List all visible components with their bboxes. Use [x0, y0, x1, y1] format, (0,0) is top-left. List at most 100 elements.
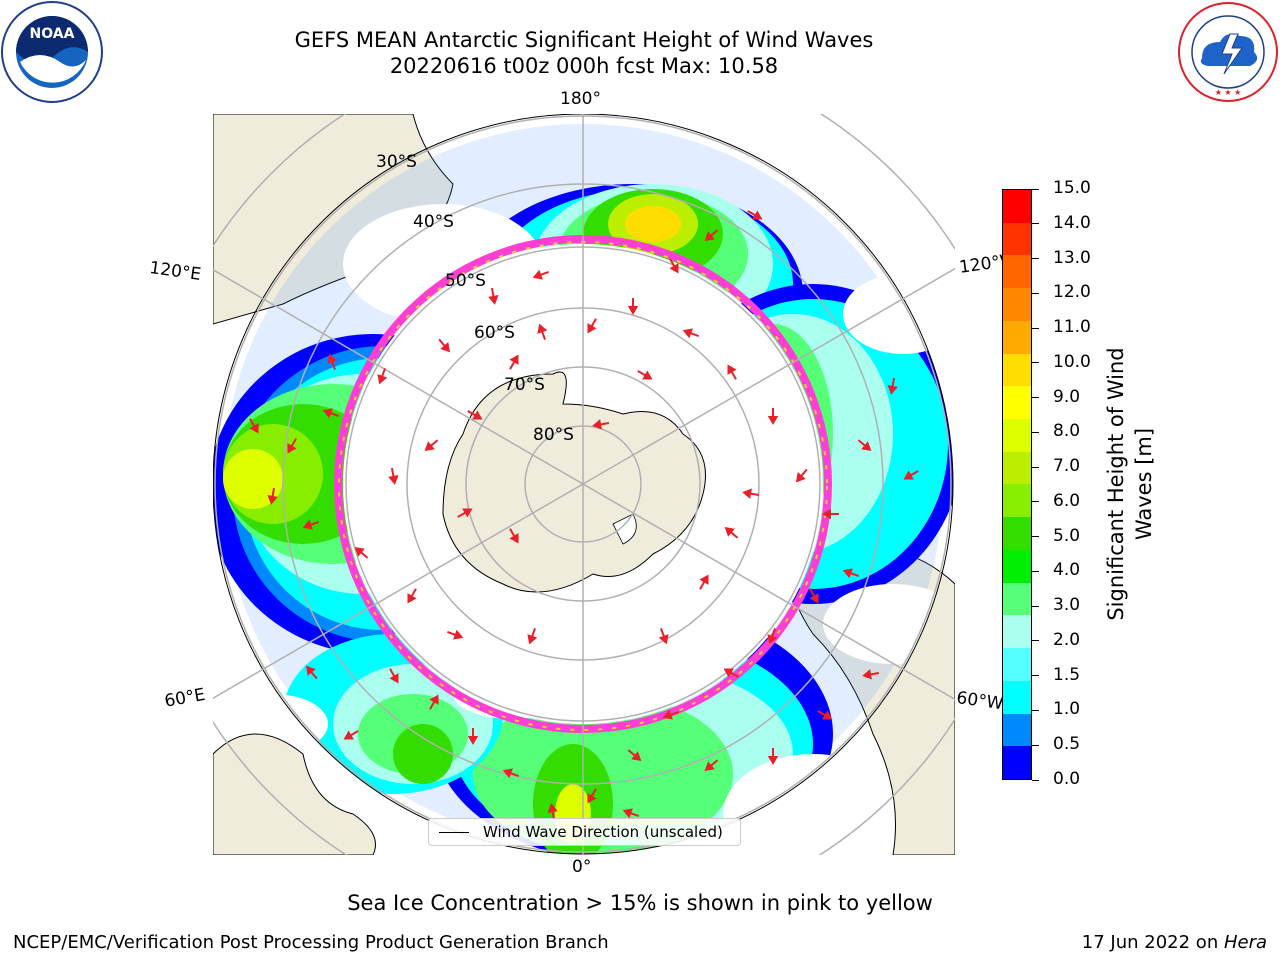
- wind-arrow-icon: [322, 408, 339, 419]
- lon-label-60e: 60°E: [163, 684, 207, 712]
- wind-arrow-icon: [727, 364, 737, 380]
- wind-arrow-icon: [592, 419, 610, 430]
- wind-arrow-icon: [767, 408, 779, 425]
- colorbar-segment: [1003, 615, 1031, 649]
- colorbar-tick-mark: [1032, 501, 1039, 503]
- colorbar-tick-mark: [1032, 327, 1039, 329]
- wind-arrow-icon: [305, 665, 318, 680]
- colorbar-segment: [1003, 353, 1031, 387]
- colorbar-tick-label: 1.5: [1053, 664, 1081, 685]
- colorbar-segment: [1003, 648, 1031, 681]
- wind-arrow-icon: [767, 748, 779, 765]
- lon-label-0: 0°: [572, 857, 592, 877]
- colorbar-tick-mark: [1032, 223, 1039, 225]
- colorbar-segment: [1003, 320, 1031, 354]
- wind-arrow-icon: [822, 508, 839, 520]
- wind-arrow-icon: [377, 368, 388, 385]
- colorbar-segment: [1003, 386, 1031, 420]
- wind-arrow-icon: [809, 588, 819, 604]
- wind-arrow-icon: [682, 328, 699, 339]
- lat-label-60s: 60°S: [474, 323, 515, 343]
- wind-arrow-icon: [509, 528, 519, 544]
- map-legend: Wind Wave Direction (unscaled): [428, 818, 741, 846]
- wind-arrow-icon: [527, 628, 538, 645]
- legend-label: Wind Wave Direction (unscaled): [483, 823, 723, 841]
- wind-arrow-icon: [249, 418, 259, 434]
- colorbar-tick-label: 9.0: [1053, 386, 1081, 407]
- wind-arrow-icon: [424, 439, 439, 452]
- colorbar-tick-mark: [1032, 570, 1039, 572]
- colorbar-segment: [1003, 190, 1031, 223]
- colorbar-tick-mark: [1032, 258, 1039, 260]
- wind-arrow-icon: [429, 694, 439, 710]
- colorbar-segment: [1003, 549, 1031, 583]
- wind-arrow-icon: [627, 749, 642, 762]
- colorbar-segment: [1003, 517, 1031, 550]
- wind-arrow-icon: [587, 788, 597, 804]
- colorbar-segment: [1003, 746, 1031, 779]
- lat-label-30s: 30°S: [376, 152, 417, 172]
- wind-arrow-icon: [537, 323, 548, 340]
- colorbar-tick-label: 5.0: [1053, 525, 1081, 546]
- map-subtitle: 20220616 t00z 000h fcst Max: 10.58: [389, 54, 779, 78]
- wind-arrow-icon: [723, 668, 739, 678]
- wind-arrow-icon: [287, 438, 297, 454]
- colorbar-tick-mark: [1032, 292, 1039, 294]
- colorbar-tick-label: 13.0: [1053, 247, 1091, 268]
- wind-arrow-icon: [658, 628, 669, 645]
- footer-date: 17 Jun 2022 on Hera: [1082, 932, 1267, 953]
- colorbar-tick-mark: [1032, 188, 1039, 190]
- wind-arrow-icon: [817, 710, 833, 720]
- colorbar-tick-label: 8.0: [1053, 421, 1081, 442]
- colorbar-tick-label: 2.0: [1053, 629, 1081, 650]
- footer-credit: NCEP/EMC/Verification Post Processing Pr…: [13, 932, 609, 953]
- wind-arrow-icon: [438, 338, 451, 353]
- colorbar-tick-label: 3.0: [1053, 595, 1081, 616]
- colorbar-segment: [1003, 451, 1031, 485]
- lat-label-40s: 40°S: [413, 212, 454, 232]
- colorbar-segment: [1003, 582, 1031, 616]
- colorbar-tick-label: 0.0: [1053, 769, 1081, 789]
- wind-arrow-icon: [887, 377, 898, 395]
- colorbar-tick-label: 15.0: [1053, 178, 1091, 198]
- colorbar-tick-label: 7.0: [1053, 456, 1081, 477]
- colorbar-tick-mark: [1032, 744, 1039, 746]
- colorbar-tick-label: 11.0: [1053, 317, 1091, 338]
- wind-arrow-icon: [742, 488, 760, 499]
- colorbar-label-line2: Waves [m]: [1132, 427, 1156, 541]
- colorbar-tick-mark: [1032, 397, 1039, 399]
- wind-arrow-icon: [704, 759, 719, 772]
- lon-label-180: 180°: [560, 89, 601, 109]
- colorbar-tick-label: 6.0: [1053, 490, 1081, 511]
- colorbar-segment: [1003, 222, 1031, 256]
- wind-arrow-icon: [767, 628, 778, 645]
- wind-arrow-icon: [862, 669, 880, 680]
- lon-label-60w: 60°W: [955, 688, 1005, 715]
- colorbar-tick-mark: [1032, 709, 1039, 711]
- wind-arrow-icon: [857, 439, 872, 452]
- colorbar-segment: [1003, 713, 1031, 747]
- colorbar: [1002, 189, 1032, 780]
- colorbar-segment: [1003, 419, 1031, 452]
- colorbar-tick-label: 4.0: [1053, 560, 1081, 581]
- colorbar-tick-label: 0.5: [1053, 734, 1081, 755]
- wind-arrow-icon: [389, 668, 399, 684]
- lat-label-80s: 80°S: [533, 425, 574, 445]
- colorbar-segment: [1003, 288, 1031, 321]
- wind-arrow-icon: [637, 370, 653, 380]
- sea-ice-note: Sea Ice Concentration > 15% is shown in …: [347, 891, 933, 915]
- colorbar-segment: [1003, 255, 1031, 289]
- wind-arrow-icon: [795, 468, 808, 483]
- wind-arrow-icon: [669, 258, 679, 274]
- lat-label-50s: 50°S: [445, 271, 486, 291]
- colorbar-tick-mark: [1032, 466, 1039, 468]
- wind-arrow-icon: [302, 519, 319, 530]
- footer-machine: Hera: [1223, 932, 1267, 953]
- wind-arrow-icon: [327, 353, 338, 370]
- wind-arrow-icon: [267, 487, 278, 505]
- noaa-logo-text: NOAA: [30, 26, 75, 42]
- colorbar-tick-mark: [1032, 605, 1039, 607]
- wind-arrow-icon: [622, 808, 639, 819]
- lon-label-120e: 120°E: [148, 258, 203, 286]
- wind-arrow-icon: [457, 508, 473, 518]
